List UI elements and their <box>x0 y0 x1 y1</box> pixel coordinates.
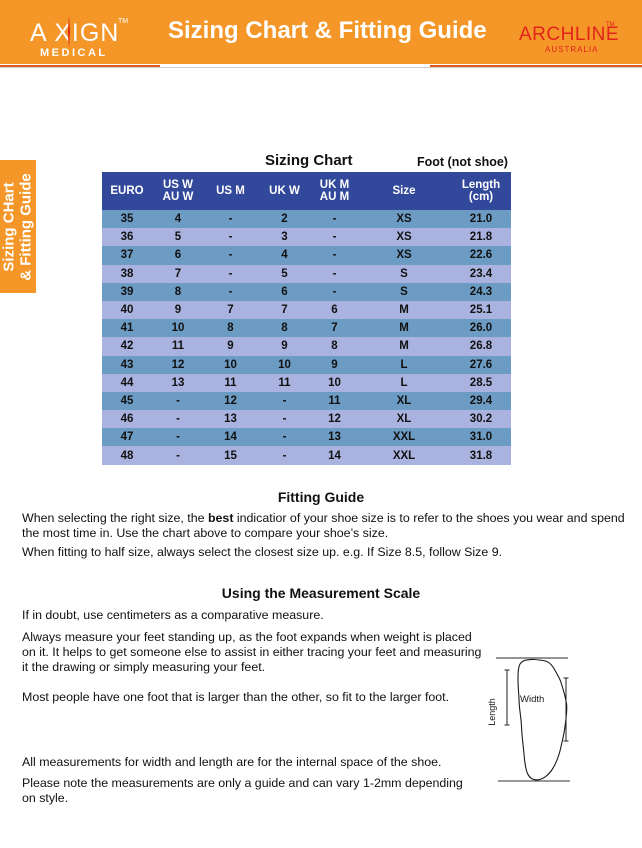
svg-text:Length: Length <box>487 698 497 726</box>
svg-text:Width: Width <box>520 694 544 705</box>
